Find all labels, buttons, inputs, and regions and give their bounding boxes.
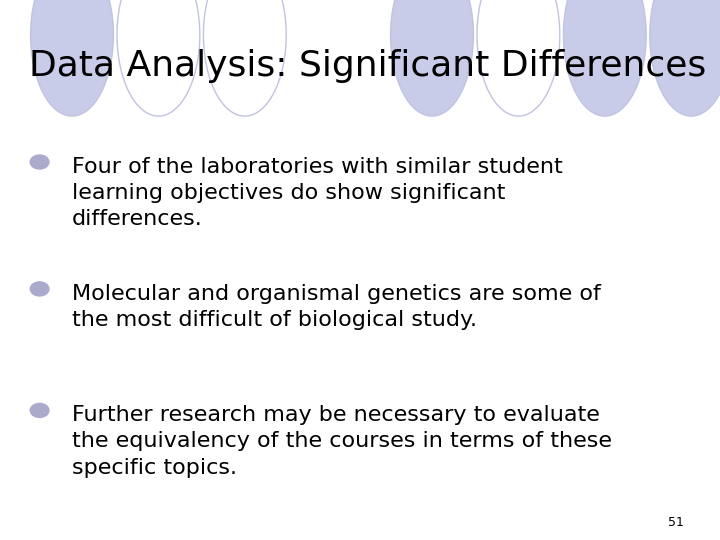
Text: Further research may be necessary to evaluate
the equivalency of the courses in : Further research may be necessary to eva…	[72, 405, 612, 478]
Text: Four of the laboratories with similar student
learning objectives do show signif: Four of the laboratories with similar st…	[72, 157, 563, 230]
Circle shape	[30, 282, 49, 296]
Ellipse shape	[477, 0, 560, 116]
Ellipse shape	[391, 0, 474, 116]
Text: 51: 51	[668, 516, 684, 529]
Ellipse shape	[203, 0, 287, 116]
Circle shape	[30, 155, 49, 169]
Circle shape	[30, 403, 49, 417]
Text: Data Analysis: Significant Differences: Data Analysis: Significant Differences	[29, 49, 706, 83]
Ellipse shape	[649, 0, 720, 116]
Ellipse shape	[30, 0, 114, 116]
Text: Molecular and organismal genetics are some of
the most difficult of biological s: Molecular and organismal genetics are so…	[72, 284, 601, 330]
Ellipse shape	[563, 0, 647, 116]
Ellipse shape	[117, 0, 200, 116]
